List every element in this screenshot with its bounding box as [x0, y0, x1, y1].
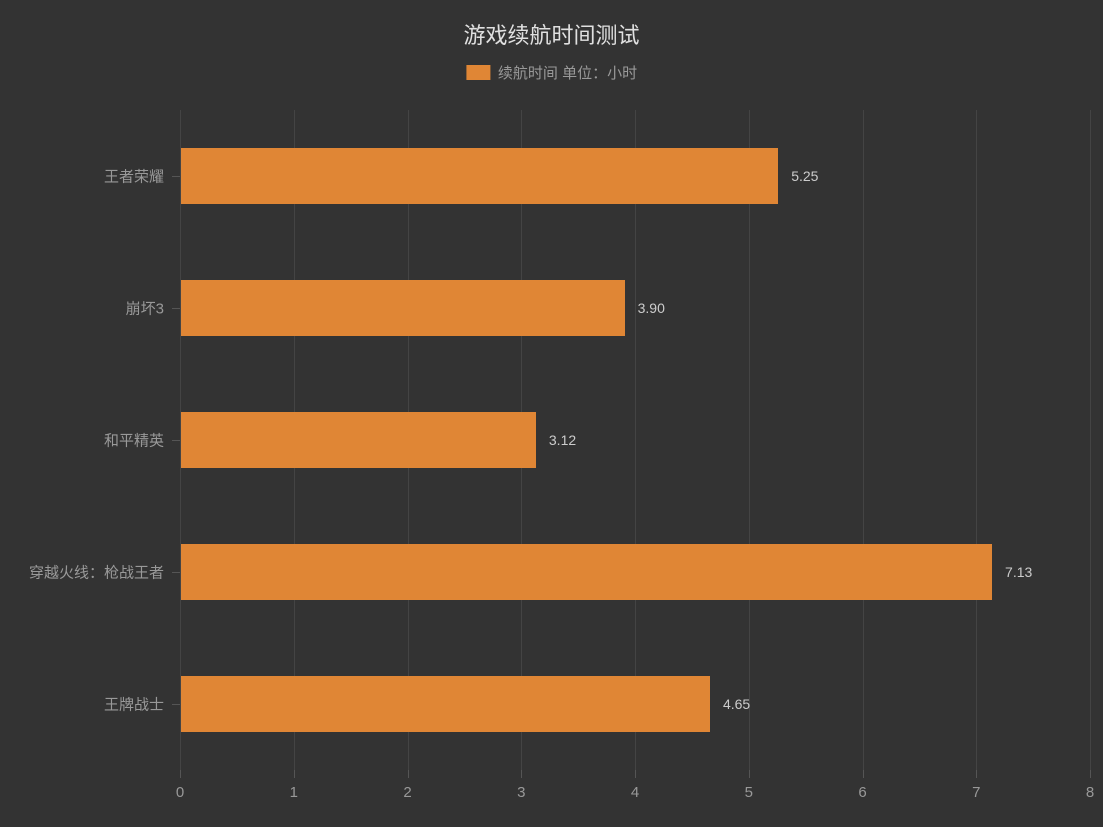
chart-title: 游戏续航时间测试: [463, 18, 639, 50]
x-tick: [749, 770, 750, 778]
gridline-v: [863, 110, 864, 770]
bar-value-label: 4.65: [723, 696, 750, 712]
bar-value-label: 5.25: [791, 168, 818, 184]
x-tick-label: 8: [1086, 784, 1094, 801]
y-tick-label: 王牌战士: [104, 694, 164, 715]
x-tick-label: 6: [858, 784, 866, 801]
bar: [181, 412, 536, 468]
y-tick-label: 和平精英: [104, 430, 164, 451]
bar: [181, 676, 710, 732]
x-tick: [863, 770, 864, 778]
y-tick: [172, 440, 180, 441]
x-tick: [408, 770, 409, 778]
chart-container: 游戏续航时间测试 续航时间 单位：小时 012345678王者荣耀5.25崩坏3…: [0, 0, 1103, 827]
x-tick: [294, 770, 295, 778]
x-tick: [976, 770, 977, 778]
x-tick-label: 2: [403, 784, 411, 801]
x-tick-label: 1: [290, 784, 298, 801]
bar: [181, 148, 778, 204]
y-tick: [172, 704, 180, 705]
bar-value-label: 7.13: [1005, 564, 1032, 580]
legend: 续航时间 单位：小时: [466, 62, 637, 83]
legend-label: 续航时间 单位：小时: [498, 62, 637, 83]
gridline-v: [635, 110, 636, 770]
x-tick-label: 7: [972, 784, 980, 801]
x-tick-label: 3: [517, 784, 525, 801]
gridline-v: [1090, 110, 1091, 770]
y-tick-label: 穿越火线：枪战王者: [29, 562, 164, 583]
x-tick-label: 5: [745, 784, 753, 801]
bar: [181, 280, 625, 336]
bar: [181, 544, 992, 600]
y-tick-label: 崩坏3: [126, 298, 164, 319]
x-tick: [1090, 770, 1091, 778]
legend-swatch: [466, 65, 490, 80]
gridline-v: [976, 110, 977, 770]
gridline-v: [749, 110, 750, 770]
y-tick-label: 王者荣耀: [104, 166, 164, 187]
x-tick-label: 0: [176, 784, 184, 801]
y-tick: [172, 176, 180, 177]
y-tick: [172, 572, 180, 573]
x-tick: [521, 770, 522, 778]
plot-area: 012345678王者荣耀5.25崩坏33.90和平精英3.12穿越火线：枪战王…: [180, 110, 1090, 770]
bar-value-label: 3.90: [638, 300, 665, 316]
x-tick-label: 4: [631, 784, 639, 801]
x-tick: [180, 770, 181, 778]
x-tick: [635, 770, 636, 778]
y-tick: [172, 308, 180, 309]
bar-value-label: 3.12: [549, 432, 576, 448]
